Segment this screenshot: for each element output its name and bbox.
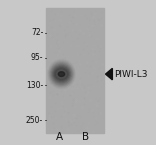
Text: PIWI-L3: PIWI-L3 xyxy=(114,70,147,79)
Text: 72-: 72- xyxy=(31,28,43,37)
Text: 250-: 250- xyxy=(26,116,43,125)
Text: 95-: 95- xyxy=(31,53,43,62)
Ellipse shape xyxy=(53,66,70,82)
Ellipse shape xyxy=(50,62,73,86)
Text: 130-: 130- xyxy=(26,81,43,90)
Text: A: A xyxy=(56,132,63,142)
Ellipse shape xyxy=(52,65,71,84)
Ellipse shape xyxy=(55,68,68,80)
Text: B: B xyxy=(82,132,89,142)
Ellipse shape xyxy=(49,61,74,87)
Bar xyxy=(46,8,104,133)
Ellipse shape xyxy=(58,72,65,76)
Ellipse shape xyxy=(54,67,69,81)
Ellipse shape xyxy=(51,63,72,85)
Polygon shape xyxy=(105,68,112,80)
